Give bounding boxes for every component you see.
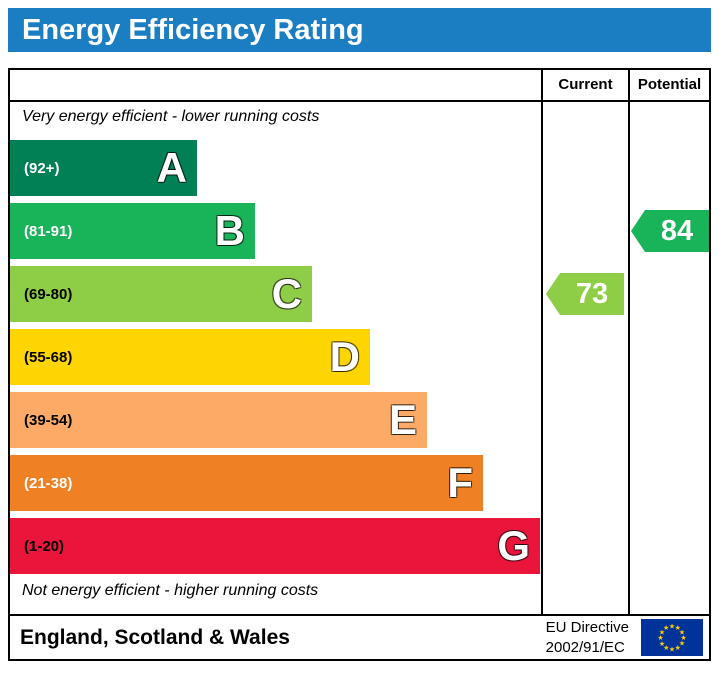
band-range: (1-20): [24, 537, 65, 555]
potential-column-header: Potential: [637, 76, 702, 93]
current-column-header: Current: [558, 76, 613, 93]
band-range: (81-91): [24, 222, 73, 240]
band-letter: A: [156, 144, 187, 191]
band-letter: B: [214, 207, 245, 254]
eu-directive-text: EU Directive 2002/91/EC: [546, 618, 629, 657]
band-row-a: (92+) A: [10, 140, 197, 196]
band-row-g: (1-20) G: [10, 518, 540, 574]
band-range: (39-54): [24, 411, 73, 429]
footer-bar: England, Scotland & Wales EU Directive 2…: [8, 614, 711, 661]
band-range: (21-38): [24, 474, 73, 492]
eu-flag-star: ★: [657, 634, 663, 642]
eu-flag-star: ★: [669, 646, 675, 654]
eu-flag-star: ★: [659, 640, 665, 648]
band-row-b: (81-91) B: [10, 203, 255, 259]
band-letter: G: [497, 522, 530, 569]
eu-directive-line2: 2002/91/EC: [545, 638, 625, 656]
eu-flag-field: [641, 619, 703, 656]
eu-flag: ★ ★★★★★★★★★★★: [641, 619, 703, 656]
eu-flag-star: ★: [675, 624, 681, 632]
band-range: (55-68): [24, 348, 73, 366]
current-rating-pointer: 73: [546, 273, 624, 315]
eu-flag-star: ★: [680, 634, 686, 642]
band-letter: E: [388, 396, 417, 443]
eu-flag-star: ★: [679, 628, 685, 636]
band-range: (92+): [24, 159, 60, 177]
current-rating-value: 73: [575, 277, 609, 310]
eu-flag-star: ★: [663, 644, 669, 652]
band-row-f: (21-38) F: [10, 455, 483, 511]
eu-flag-star: ★: [659, 628, 665, 636]
bottom-note: Not energy efficient - higher running co…: [22, 582, 319, 599]
eu-flag-star: ★: [669, 623, 675, 631]
page-title: Energy Efficiency Rating: [8, 8, 711, 52]
band-range: (69-80): [24, 285, 73, 303]
eu-flag-star: ★: [675, 644, 681, 652]
band-letter: C: [271, 270, 302, 317]
band-row-e: (39-54) E: [10, 392, 427, 448]
band-row-d: (55-68) D: [10, 329, 370, 385]
column-divider-current: [541, 70, 543, 614]
eu-flag-star: ★: [679, 640, 685, 648]
rating-table: Current Potential Very energy efficient …: [8, 68, 711, 616]
potential-rating-pointer: 84: [631, 210, 709, 252]
header-row-divider: [10, 100, 709, 102]
eu-flag-star: ★: [663, 624, 669, 632]
band-letter: F: [447, 459, 473, 506]
potential-rating-value: 84: [660, 214, 694, 247]
eu-directive-line1: EU Directive: [545, 619, 629, 636]
region-label: England, Scotland & Wales: [20, 625, 290, 649]
band-letter: D: [329, 333, 360, 380]
column-divider-potential: [628, 70, 630, 614]
band-row-c: (69-80) C: [10, 266, 312, 322]
top-note: Very energy efficient - lower running co…: [22, 108, 320, 125]
